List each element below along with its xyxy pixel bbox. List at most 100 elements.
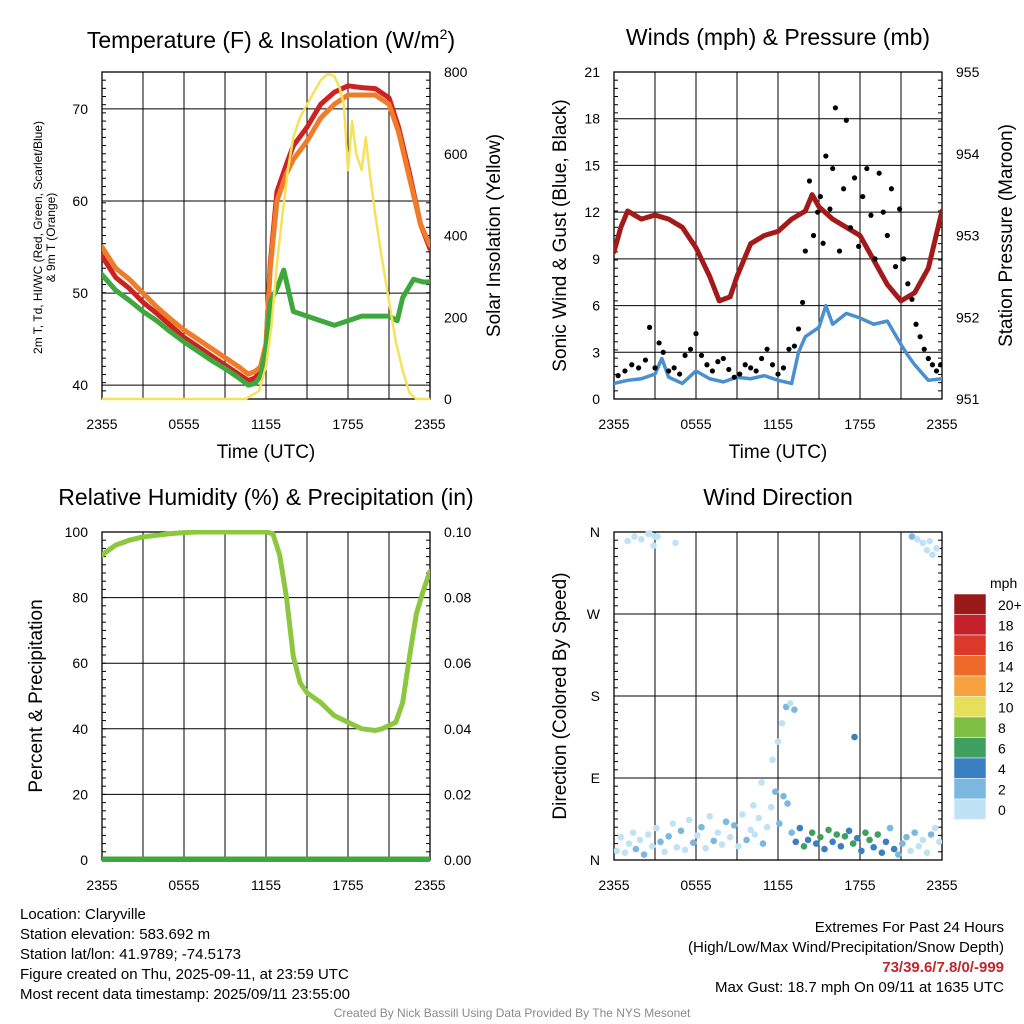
y-right-tick-label: 0 bbox=[444, 391, 452, 407]
y-right-axis-label: Solar Insolation (Yellow) bbox=[484, 134, 505, 337]
legend-swatch bbox=[953, 757, 987, 779]
chart-title: Winds (mph) & Pressure (mb) bbox=[626, 24, 930, 50]
gust-point bbox=[764, 346, 770, 352]
direction-point bbox=[792, 838, 800, 846]
direction-point bbox=[778, 720, 786, 727]
gust-point bbox=[791, 343, 798, 349]
legend-label: 20+ bbox=[998, 597, 1022, 613]
direction-point bbox=[625, 840, 633, 847]
series-line-1 bbox=[614, 192, 942, 304]
series-line-1 bbox=[102, 530, 430, 733]
gust-point bbox=[775, 371, 781, 377]
direction-point bbox=[617, 833, 625, 841]
gust-point bbox=[841, 186, 847, 192]
y-tick-label: 100 bbox=[65, 524, 89, 540]
direction-point bbox=[933, 545, 940, 552]
gust-point bbox=[748, 365, 754, 371]
direction-point bbox=[788, 829, 795, 836]
gust-point bbox=[652, 365, 658, 371]
gust-point bbox=[872, 256, 878, 262]
direction-point bbox=[730, 822, 738, 829]
gust-point bbox=[836, 248, 843, 254]
y-right-tick-label: 952 bbox=[956, 309, 980, 325]
direction-point bbox=[758, 779, 765, 786]
y-axis-label: Percent & Precipitation bbox=[26, 599, 47, 792]
legend-label: 6 bbox=[998, 741, 1006, 757]
gust-point bbox=[737, 371, 743, 377]
max-gust: Max Gust: 18.7 mph On 09/11 at 1635 UTC bbox=[714, 979, 1004, 996]
gust-point bbox=[753, 368, 759, 374]
direction-point bbox=[845, 827, 853, 835]
legend-label: 0 bbox=[998, 802, 1006, 818]
station-info: Location: Claryville Station elevation: … bbox=[20, 905, 350, 1005]
y-right-tick-label: 953 bbox=[956, 228, 980, 244]
x-tick-label: 1755 bbox=[844, 416, 875, 432]
x-tick-label: 2355 bbox=[86, 877, 117, 893]
direction-point bbox=[698, 823, 705, 831]
gust-point bbox=[731, 374, 737, 380]
direction-point bbox=[853, 834, 861, 842]
direction-point bbox=[632, 845, 640, 853]
direction-point bbox=[914, 535, 921, 543]
gust-point bbox=[830, 165, 836, 172]
gust-point bbox=[709, 368, 716, 374]
y-right-tick-label: 600 bbox=[444, 146, 468, 162]
direction-point bbox=[780, 792, 787, 800]
direction-point bbox=[808, 829, 816, 836]
gust-point bbox=[905, 281, 911, 287]
direction-point bbox=[833, 831, 841, 838]
direction-point bbox=[644, 831, 652, 838]
direction-point bbox=[858, 847, 865, 855]
direction-point bbox=[769, 756, 776, 764]
x-tick-label: 2355 bbox=[598, 877, 629, 893]
direction-point bbox=[714, 829, 722, 836]
direction-point bbox=[677, 827, 685, 835]
direction-point bbox=[722, 818, 730, 826]
direction-point bbox=[796, 824, 804, 832]
legend-swatch bbox=[953, 696, 987, 718]
direction-point bbox=[784, 800, 791, 807]
direction-point bbox=[638, 535, 645, 543]
legend-label: 18 bbox=[998, 618, 1014, 634]
x-tick-label: 2355 bbox=[926, 416, 957, 432]
y-right-tick-label: 955 bbox=[956, 64, 980, 80]
y-right-tick-label: 0.06 bbox=[444, 655, 471, 671]
gust-point bbox=[660, 349, 666, 355]
y-tick-label: 0 bbox=[80, 852, 88, 868]
extremes-panel: Extremes For Past 24 Hours (High/Low/Max… bbox=[688, 918, 1004, 998]
legend-label: 12 bbox=[998, 679, 1014, 695]
direction-point bbox=[787, 699, 794, 707]
panel-3: Relative Humidity (%) & Precipitation (i… bbox=[26, 484, 474, 893]
direction-point bbox=[903, 833, 910, 841]
gust-point bbox=[795, 326, 802, 332]
x-axis-label: Time (UTC) bbox=[729, 442, 828, 463]
direction-point bbox=[653, 824, 660, 832]
extremes-title: Extremes For Past 24 Hours bbox=[814, 919, 1004, 936]
y-right-tick-label: 0.10 bbox=[444, 524, 471, 540]
direction-point bbox=[681, 846, 689, 854]
grid bbox=[101, 531, 431, 861]
direction-point bbox=[702, 844, 709, 852]
y-tick-label: 80 bbox=[72, 590, 88, 606]
gust-point bbox=[802, 248, 808, 254]
y-tick-label: 18 bbox=[584, 111, 600, 127]
x-tick-label: 1755 bbox=[332, 416, 363, 432]
y-tick-label: 70 bbox=[72, 101, 88, 117]
direction-point bbox=[886, 824, 894, 832]
y-tick-label: 9 bbox=[592, 251, 600, 267]
direction-point bbox=[774, 738, 782, 745]
y-right-tick-label: 0.02 bbox=[444, 786, 471, 802]
direction-point bbox=[706, 812, 713, 820]
gust-point bbox=[843, 117, 849, 123]
y-tick-label: 20 bbox=[72, 786, 88, 802]
direction-point bbox=[837, 843, 845, 850]
direction-point bbox=[651, 533, 659, 540]
gust-point bbox=[742, 362, 748, 368]
direction-point bbox=[621, 849, 629, 857]
extremes-subtitle: (High/Low/Max Wind/Precipitation/Snow De… bbox=[688, 939, 1004, 956]
direction-point bbox=[915, 843, 923, 850]
y-right-tick-label: 951 bbox=[956, 391, 980, 407]
y-tick-label: 50 bbox=[72, 285, 88, 301]
gust-point bbox=[921, 346, 927, 352]
direction-point bbox=[631, 533, 638, 540]
